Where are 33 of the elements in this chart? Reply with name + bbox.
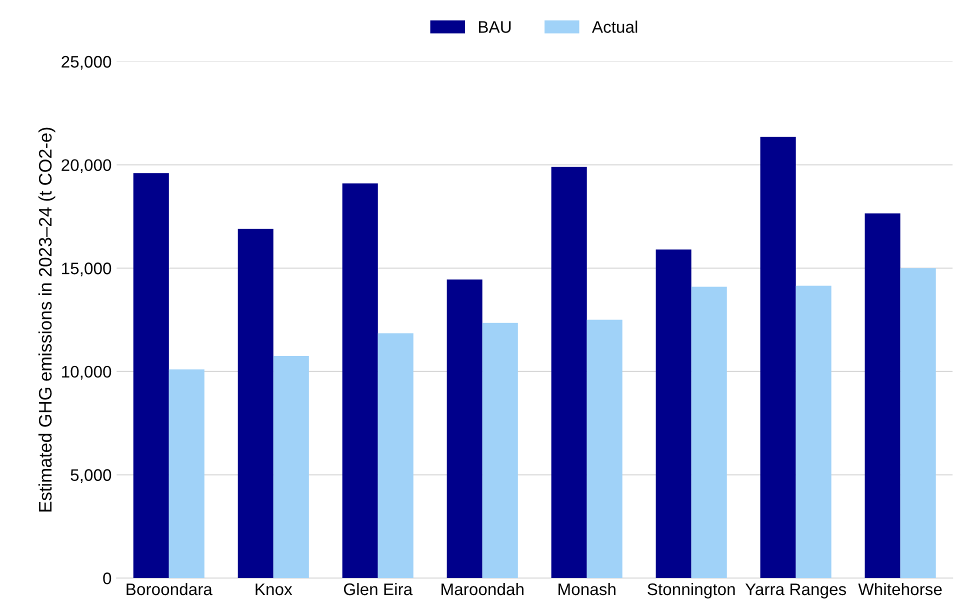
x-tick-label: Knox xyxy=(256,584,292,596)
x-tick-label: Glen Eira xyxy=(344,582,413,596)
bar xyxy=(900,268,936,578)
y-tick-label: 20,000 xyxy=(62,159,112,173)
bar xyxy=(168,369,204,578)
bar xyxy=(551,166,587,578)
x-tick-label: Monash xyxy=(558,582,616,596)
y-tick-label: 25,000 xyxy=(62,56,112,70)
bar xyxy=(342,183,378,578)
x-tick-label: Maroondah xyxy=(442,582,524,596)
y-tick-label: 10,000 xyxy=(62,366,112,380)
legend-label: Actual xyxy=(592,20,638,33)
bar xyxy=(238,228,274,578)
bar xyxy=(796,286,832,578)
bar xyxy=(273,356,309,578)
bar xyxy=(760,136,796,578)
bar xyxy=(656,250,692,578)
x-tick-label: Yarra Ranges xyxy=(745,584,846,598)
bar xyxy=(482,322,518,578)
x-tick-label: Boroondara xyxy=(126,582,212,596)
x-tick-label: Stonnington xyxy=(648,582,735,598)
y-tick-label: 0 xyxy=(103,572,112,584)
bar xyxy=(378,333,414,578)
bar xyxy=(586,320,622,578)
bar xyxy=(691,286,727,578)
y-tick-label: 5,000 xyxy=(70,469,112,483)
y-axis-title: Estimated GHG emissions in 2023–24 (t CO2-e) xyxy=(38,128,56,512)
bar xyxy=(446,280,482,578)
x-tick-label: Whitehorse xyxy=(858,582,942,596)
y-tick-label: 15,000 xyxy=(62,262,112,276)
bar xyxy=(864,213,900,578)
bar xyxy=(133,173,169,578)
legend-label: BAU xyxy=(479,21,511,33)
